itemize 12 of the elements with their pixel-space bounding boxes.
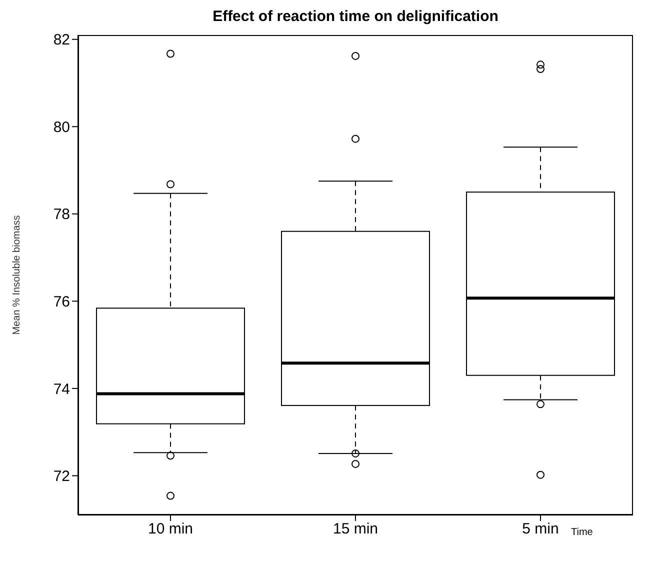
y-tick-label: 72 [53, 468, 70, 486]
x-tick-label: 15 min [332, 520, 378, 538]
y-axis-title: Mean % Insoluble biomass [12, 215, 23, 335]
y-tick-label: 76 [53, 294, 70, 311]
y-tick-label: 80 [53, 118, 70, 136]
y-tick-label: 82 [53, 32, 70, 49]
y-tick-label: 78 [53, 206, 70, 224]
x-tick-label: 5 min [522, 520, 559, 538]
y-tick-label: 74 [53, 380, 70, 398]
x-axis-title: Time [571, 527, 593, 538]
chart-title: Effect of reaction time on delignification [212, 8, 500, 27]
x-tick-label: 10 min [148, 520, 194, 538]
